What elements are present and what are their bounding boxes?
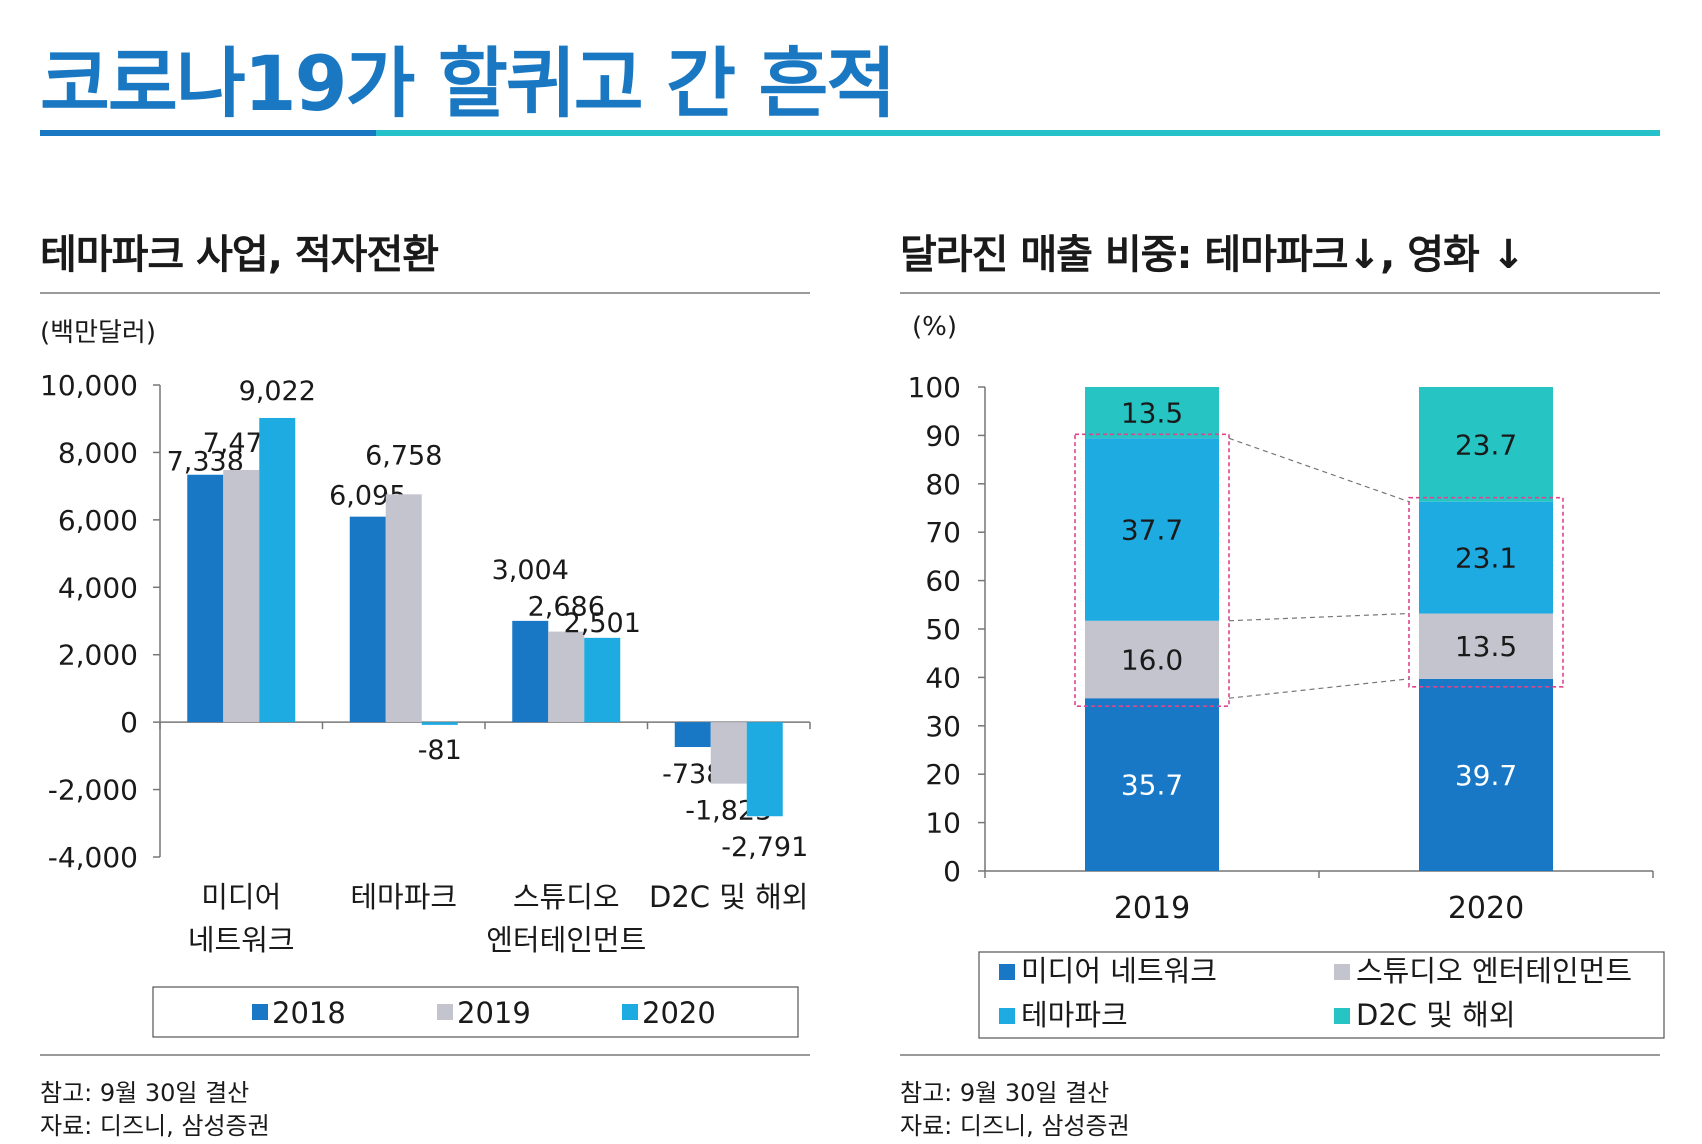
- y-tick-label: 10: [925, 807, 961, 840]
- bar-2020-0: [259, 417, 296, 723]
- connector-line: [1228, 612, 1410, 622]
- segment-2-2020: [1419, 501, 1553, 614]
- segment-label: 35.7: [1121, 769, 1183, 802]
- bar-2018-0: [187, 474, 224, 723]
- segment-label: 13.5: [1121, 397, 1183, 430]
- x-category-label: 스튜디오: [513, 880, 620, 914]
- legend-box: [152, 986, 799, 1038]
- right-chart-title: 달라진 매출 비중: 테마파크↓, 영화 ↓: [900, 232, 1525, 278]
- segment-3-2019: [1085, 387, 1219, 439]
- legend-label: 미디어 네트워크: [1021, 954, 1217, 988]
- segment-2-2019: [1085, 438, 1219, 621]
- highlight-box: [1074, 433, 1230, 708]
- right-stacked-chart: 100908070605040302010035.716.037.713.520…: [908, 371, 1665, 1039]
- y-tick-label: 20: [925, 758, 961, 791]
- left-title-rule: [40, 292, 810, 294]
- x-category-label: 2020: [1448, 891, 1524, 926]
- y-tick-label: 80: [925, 468, 961, 501]
- legend-swatch-1: [1334, 964, 1350, 980]
- bar-2020-1: [421, 722, 458, 725]
- legend-label: 2018: [272, 996, 346, 1030]
- x-category-label: 미디어: [201, 880, 281, 914]
- bar-2020-3: [746, 722, 783, 817]
- y-tick-label: 50: [925, 613, 961, 646]
- bar-2019-3: [710, 722, 747, 784]
- left-bar-chart: 10,0008,0006,0004,0002,0000-2,000-4,0007…: [40, 369, 811, 1038]
- y-tick-label: 30: [925, 710, 961, 743]
- y-tick-label: 2,000: [58, 639, 138, 672]
- y-tick-label: 60: [925, 565, 961, 598]
- bar-2018-2: [512, 620, 549, 723]
- data-label: 9,022: [239, 376, 316, 407]
- y-tick-label: 0: [120, 706, 138, 739]
- y-tick-label: 40: [925, 661, 961, 694]
- data-label: 2,501: [564, 608, 641, 639]
- bar-2018-3: [674, 722, 711, 748]
- left-notes-rule: [40, 1054, 810, 1056]
- x-category-label: 네트워크: [188, 923, 295, 957]
- y-tick-label: 6,000: [58, 504, 138, 537]
- legend-swatch-3: [1334, 1008, 1350, 1024]
- y-tick-label: 8,000: [58, 436, 138, 469]
- x-category-label: 엔터테인먼트: [486, 923, 646, 957]
- segment-label: 16.0: [1121, 643, 1183, 676]
- y-tick-label: 10,000: [40, 369, 138, 402]
- bar-2019-2: [548, 631, 585, 723]
- segment-1-2019: [1085, 620, 1219, 699]
- segment-label: 23.1: [1455, 542, 1517, 575]
- legend-label: 테마파크: [1021, 998, 1128, 1032]
- segment-0-2020: [1419, 678, 1553, 871]
- bar-2019-1: [385, 494, 422, 723]
- bar-2019-0: [223, 469, 260, 723]
- segment-1-2020: [1419, 613, 1553, 679]
- segment-label: 37.7: [1121, 514, 1183, 547]
- right-title-rule: [900, 292, 1660, 294]
- left-source: 자료: 디즈니, 삼성증권: [40, 1112, 270, 1140]
- legend-swatch-0: [999, 964, 1015, 980]
- segment-label: 39.7: [1455, 759, 1517, 792]
- y-tick-label: 4,000: [58, 571, 138, 604]
- page-title: 코로나19가 할퀴고 간 흔적: [40, 39, 896, 128]
- data-label: 3,004: [492, 555, 569, 586]
- connector-line: [1228, 437, 1410, 503]
- segment-0-2019: [1085, 698, 1219, 871]
- left-unit-label: (백만달러): [40, 318, 156, 348]
- segment-label: 23.7: [1455, 428, 1517, 461]
- title-rule: [40, 130, 1660, 136]
- segment-3-2020: [1419, 387, 1553, 502]
- right-unit-label: (%): [912, 312, 957, 342]
- legend-swatch-2018: [252, 1004, 268, 1020]
- y-tick-label: -2,000: [48, 774, 138, 807]
- y-tick-label: 70: [925, 516, 961, 549]
- bar-2020-2: [584, 637, 621, 723]
- legend-label: 2020: [642, 996, 716, 1030]
- left-chart-title: 테마파크 사업, 적자전환: [40, 232, 439, 278]
- y-tick-label: -4,000: [48, 841, 138, 874]
- x-category-label: D2C 및 해외: [649, 880, 809, 914]
- highlight-box: [1408, 496, 1564, 688]
- y-tick-label: 100: [908, 371, 961, 404]
- legend-label: 스튜디오 엔터테인먼트: [1356, 954, 1632, 988]
- segment-label: 13.5: [1455, 630, 1517, 663]
- y-tick-label: 90: [925, 419, 961, 452]
- x-category-label: 테마파크: [350, 880, 457, 914]
- legend-label: 2019: [457, 996, 531, 1030]
- legend-swatch-2019: [437, 1004, 453, 1020]
- y-tick-label: 0: [943, 855, 961, 888]
- data-label: -81: [418, 735, 462, 766]
- data-label: 2,686: [528, 592, 605, 623]
- x-category-label: 2019: [1114, 891, 1190, 926]
- left-note: 참고: 9월 30일 결산: [40, 1079, 250, 1107]
- legend-label: D2C 및 해외: [1356, 998, 1516, 1032]
- legend-swatch-2: [999, 1008, 1015, 1024]
- right-source: 자료: 디즈니, 삼성증권: [900, 1112, 1130, 1140]
- data-label: -2,791: [721, 832, 808, 863]
- right-notes-rule: [900, 1054, 1660, 1056]
- data-label: 6,758: [365, 440, 442, 471]
- legend-box: [978, 951, 1665, 1039]
- connector-line: [1228, 678, 1410, 699]
- legend-swatch-2020: [622, 1004, 638, 1020]
- bar-2018-1: [349, 516, 386, 723]
- right-note: 참고: 9월 30일 결산: [900, 1079, 1110, 1107]
